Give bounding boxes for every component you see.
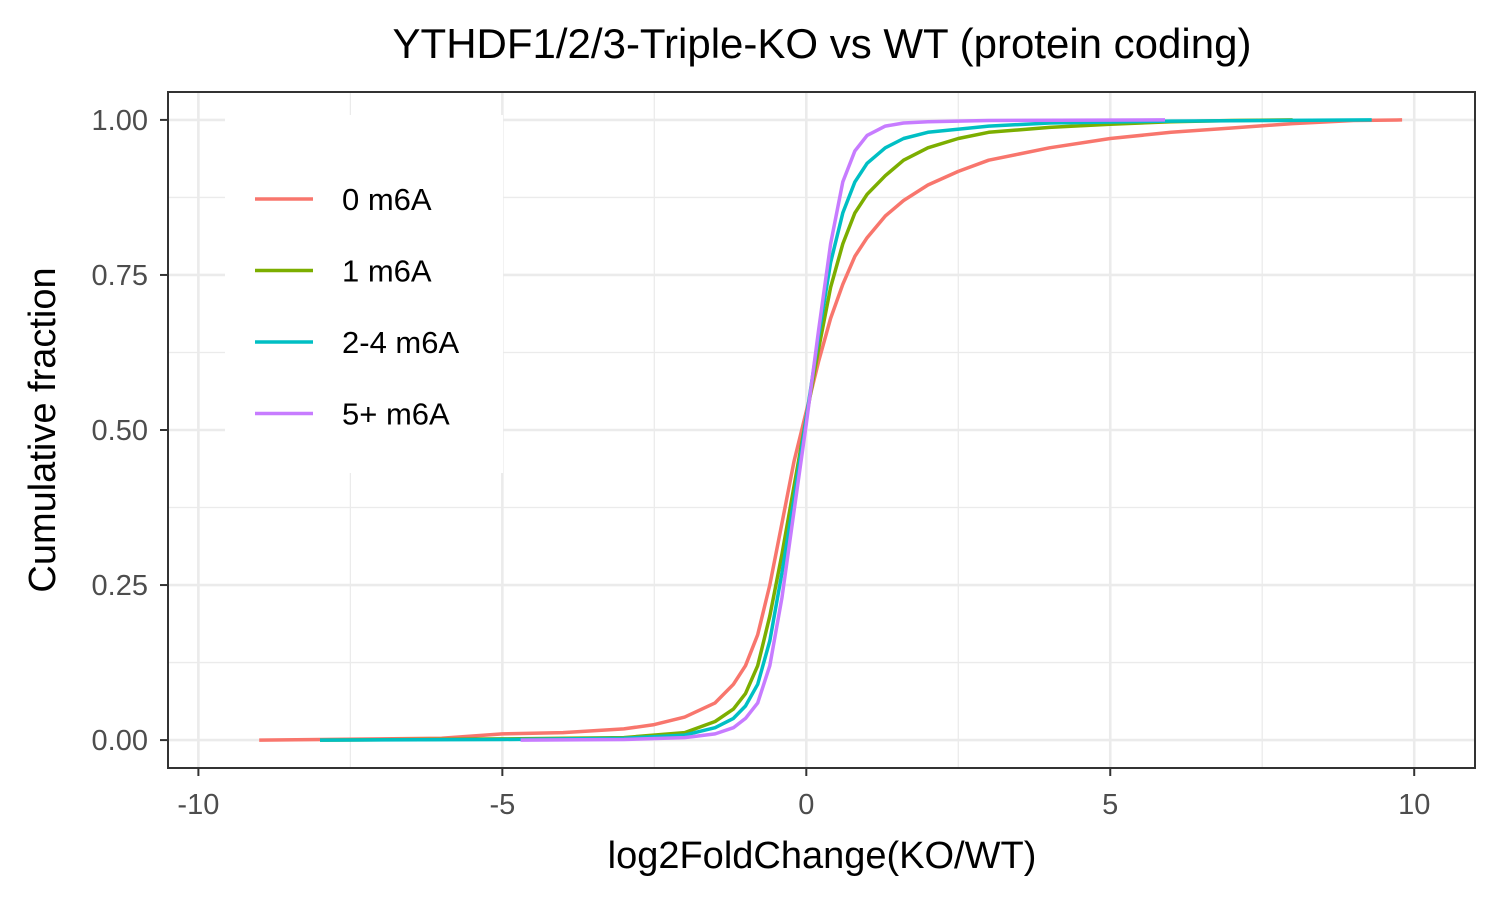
series-lines <box>259 118 1403 742</box>
x-tick-label: -5 <box>489 789 515 821</box>
chart-title: YTHDF1/2/3-Triple-KO vs WT (protein codi… <box>393 20 1252 67</box>
legend-label: 5+ m6A <box>342 397 450 432</box>
y-tick-label: 0.75 <box>92 260 148 292</box>
y-tick-label: 0.25 <box>92 570 148 602</box>
x-tick-label: -10 <box>177 789 219 821</box>
y-tick-label: 1.00 <box>92 105 148 137</box>
legend-label: 0 m6A <box>342 182 432 217</box>
legend-label: 1 m6A <box>342 254 432 289</box>
y-tick-label: 0.50 <box>92 415 148 447</box>
x-tick-label: 5 <box>1102 789 1118 821</box>
series-line-4 <box>520 118 1166 742</box>
legend: 0 m6A 1 m6A 2-4 m6A 5+ m6A <box>225 115 503 473</box>
series-line-1 <box>259 118 1403 742</box>
tick-labels: -10 -5 0 5 10 0.00 0.25 0.50 0.75 1.00 <box>92 105 1431 821</box>
y-tick-label: 0.00 <box>92 725 148 757</box>
axis-ticks <box>160 118 1416 776</box>
x-tick-label: 0 <box>798 789 814 821</box>
x-tick-label: 10 <box>1398 789 1430 821</box>
x-axis-title: log2FoldChange(KO/WT) <box>608 835 1037 877</box>
grid <box>168 92 1475 768</box>
legend-label: 2-4 m6A <box>342 325 459 360</box>
y-axis-title: Cumulative fraction <box>22 267 64 592</box>
series-line-2 <box>319 118 1293 742</box>
